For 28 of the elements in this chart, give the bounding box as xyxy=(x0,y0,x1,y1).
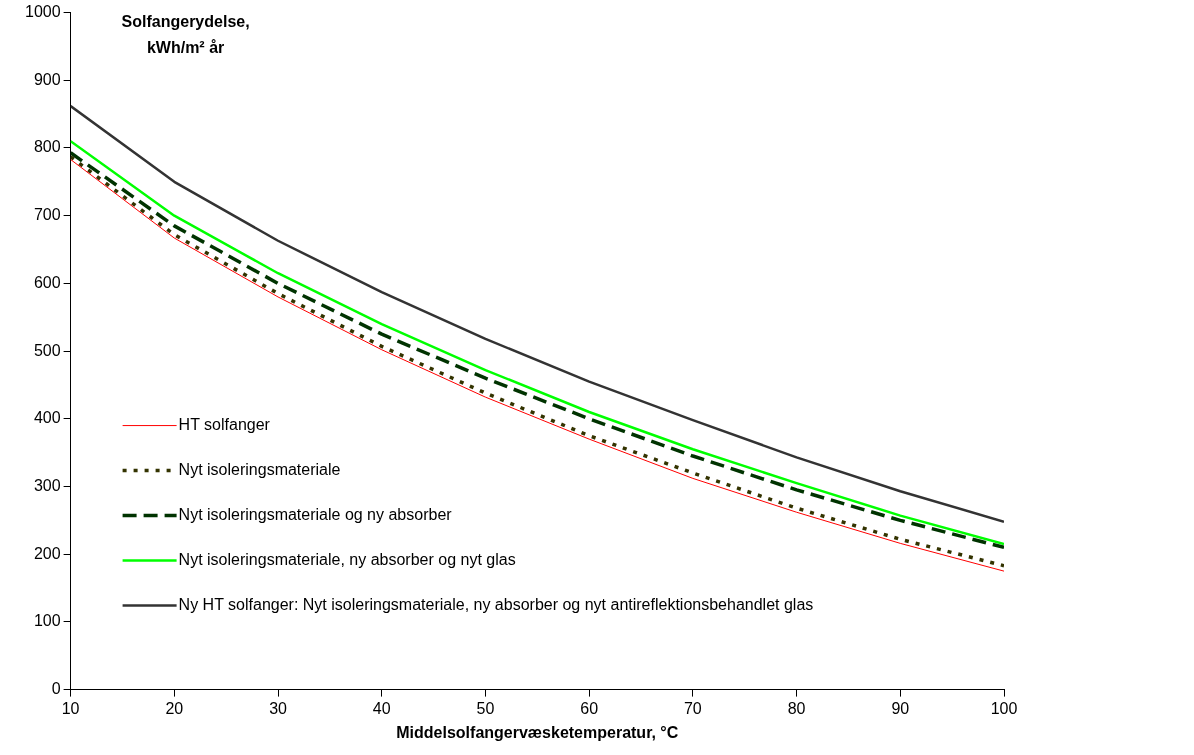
x-tick-label: 100 xyxy=(990,699,1018,717)
x-tick-label: 60 xyxy=(580,699,599,717)
x-tick-label: 70 xyxy=(683,699,702,717)
x-tick-label: 40 xyxy=(372,699,391,717)
x-tick-label: 50 xyxy=(476,699,495,717)
y-tick-label: 300 xyxy=(33,476,61,494)
y-tick-label: 600 xyxy=(33,273,61,291)
y-tick-label: 200 xyxy=(33,544,61,562)
y-tick-label: 1000 xyxy=(25,3,61,21)
y-tick-label: 400 xyxy=(33,409,61,427)
y-tick-label: 500 xyxy=(33,341,61,359)
y-tick-label: 0 xyxy=(51,680,61,698)
x-tick-label: 90 xyxy=(891,699,910,717)
legend-label: HT solfanger xyxy=(178,415,271,433)
legend-label: Ny HT solfanger: Nyt isoleringsmateriale, ny absorber og nyt antireflektionsbehandlet glas xyxy=(178,595,814,613)
x-tick-label: 20 xyxy=(165,699,184,717)
x-tick-label: 10 xyxy=(61,699,80,717)
y-tick-label: 100 xyxy=(33,612,61,630)
y-tick-label: 800 xyxy=(33,138,61,156)
y-axis-title: Solfangerydelse, kWh/m² år xyxy=(121,13,250,57)
y-tick-label: 700 xyxy=(33,206,61,224)
x-axis-title: Middelsolfangervæsketemperatur, °C xyxy=(396,723,679,741)
legend-label: Nyt isoleringsmateriale og ny absorber xyxy=(178,505,453,523)
y-tick-label: 900 xyxy=(33,70,61,88)
x-tick-label: 30 xyxy=(269,699,288,717)
legend-label: Nyt isoleringsmateriale xyxy=(178,460,341,478)
legend-label: Nyt isoleringsmateriale, ny absorber og nyt glas xyxy=(178,550,516,568)
x-tick-label: 80 xyxy=(787,699,806,717)
